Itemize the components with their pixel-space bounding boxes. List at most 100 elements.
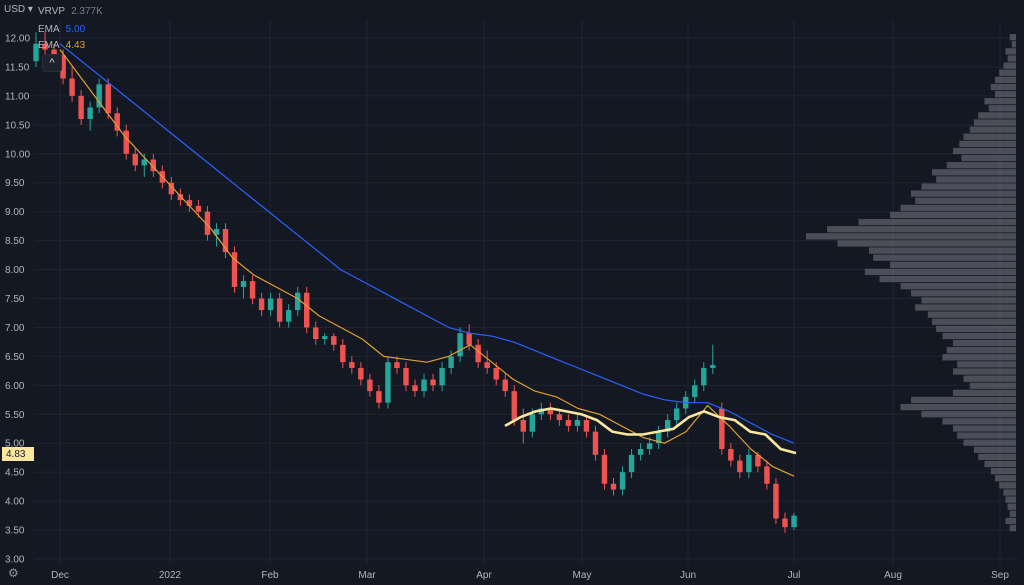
candle-body [150, 159, 157, 172]
volume-profile-bar [946, 347, 1016, 354]
collapse-indicators-button[interactable]: ^ [42, 54, 62, 72]
candle-body [673, 408, 680, 421]
price-tick-label: 10.50 [5, 120, 30, 131]
candle-body [186, 200, 193, 206]
volume-profile-bar [953, 147, 1016, 155]
time-axis[interactable]: Dec 2022 Feb Mar Apr May Jun Jul Aug Sep [51, 570, 1009, 581]
gear-icon[interactable]: ⚙ [8, 566, 19, 580]
candle-body [60, 55, 66, 79]
volume-profile-bar [995, 90, 1016, 98]
volume-profile-bar [984, 98, 1016, 105]
price-tick-label: 5.50 [5, 410, 25, 421]
volume-profile-bar [1007, 55, 1016, 62]
volume-profile-bar [890, 211, 1016, 219]
candle-body [502, 379, 508, 392]
ema-long-line [59, 43, 795, 444]
candle-body [619, 472, 626, 490]
volume-profile-bar [978, 112, 1016, 119]
price-tick-label: 9.50 [5, 178, 25, 189]
price-tick-label: 3.00 [5, 555, 25, 566]
volume-profile-bar [915, 304, 1016, 311]
candle-body [231, 252, 238, 287]
volume-profile-bar [969, 126, 1016, 133]
volume-profile-bar [900, 283, 1016, 290]
candle-body [87, 107, 93, 120]
indicator-vrvp[interactable]: VRVP 2.377K [38, 6, 103, 17]
volume-profile-bar [921, 297, 1016, 304]
candle-body [475, 344, 481, 363]
volume-profile-bar [942, 354, 1016, 361]
volume-profile-bar [890, 261, 1016, 268]
time-tick-label: Feb [261, 570, 279, 581]
candle-body [646, 443, 653, 450]
price-tick-label: 8.50 [5, 236, 25, 247]
volume-profile-bar [963, 375, 1016, 382]
time-tick-label: May [573, 570, 592, 581]
volume-profile [806, 34, 1016, 532]
candle-body [457, 333, 463, 357]
candle-body [331, 336, 337, 345]
candle-body [168, 182, 175, 195]
candle-body [249, 281, 256, 299]
price-axis[interactable]: 3.00 3.50 4.00 4.50 5.00 5.50 6.00 6.50 7.00 7.50… [5, 34, 30, 566]
volume-profile-bar [1009, 524, 1016, 532]
chevron-down-icon: ▾ [27, 4, 33, 15]
candle-body [69, 78, 75, 96]
volume-profile-bar [978, 453, 1016, 461]
volume-profile-bar [827, 226, 1016, 233]
time-tick-label: 2022 [159, 570, 182, 581]
candle-body [484, 362, 490, 368]
volume-profile-bar [911, 190, 1016, 197]
price-tick-label: 6.50 [5, 352, 25, 363]
indicator-lines [59, 43, 797, 477]
candle-body [123, 130, 129, 154]
indicator-value: 5.00 [65, 24, 86, 35]
candle-body [96, 84, 102, 108]
volume-profile-bar [1009, 34, 1016, 41]
indicator-value: 2.377K [71, 6, 103, 17]
currency-selector[interactable]: USD ▾ [4, 4, 33, 15]
candle-body [773, 483, 779, 519]
price-tick-label: 4.00 [5, 497, 25, 508]
price-tick-label: 8.00 [5, 265, 25, 276]
indicator-ema-short[interactable]: EMA 4.43 [38, 40, 85, 51]
volume-profile-bar [927, 311, 1016, 318]
candle-body [466, 333, 472, 345]
candle-body [33, 43, 39, 62]
candle-body [412, 385, 418, 392]
volume-profile-bar [995, 76, 1016, 83]
volume-profile-bar [974, 446, 1016, 453]
indicator-name: EMA [38, 40, 60, 51]
candle-body [547, 408, 554, 415]
time-tick-label: Mar [358, 570, 376, 581]
candle-body [637, 449, 644, 455]
indicator-ema-long[interactable]: EMA 5.00 [38, 24, 85, 35]
volume-profile-bar [1011, 41, 1016, 48]
indicator-name: EMA [38, 24, 60, 35]
volume-profile-bar [995, 475, 1016, 482]
volume-profile-bar [984, 460, 1016, 468]
candle-body [710, 365, 716, 368]
volume-profile-bar [936, 325, 1016, 332]
volume-profile-bar [1005, 48, 1016, 55]
volume-profile-bar [1005, 496, 1016, 503]
volume-profile-bar [957, 432, 1016, 439]
volume-profile-bar [946, 162, 1016, 169]
price-tick-label: 11.00 [5, 91, 30, 102]
volume-profile-bar [858, 218, 1016, 226]
candle-body [737, 460, 743, 473]
volume-profile-bar [963, 439, 1016, 446]
grid-lines [34, 20, 1018, 565]
candle-body [313, 327, 319, 340]
volume-profile-bar [953, 368, 1016, 375]
candle-body [439, 367, 445, 386]
candle-body [692, 385, 698, 397]
candle-body [42, 43, 48, 50]
candle-body [222, 229, 229, 253]
volume-profile-bar [869, 247, 1016, 254]
candle-body [285, 310, 292, 322]
candle-body [556, 414, 563, 421]
time-tick-label: Jul [788, 570, 801, 581]
candle-body [764, 466, 770, 484]
